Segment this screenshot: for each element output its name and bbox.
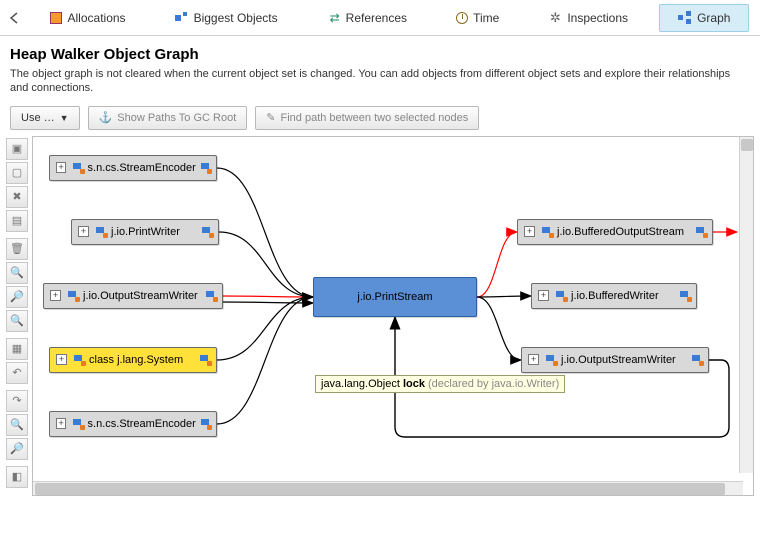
tab-biggest-objects[interactable]: Biggest Objects	[157, 4, 296, 32]
palette-tool-12[interactable]: 🔎	[6, 438, 28, 460]
page-description: The object graph is not cleared when the…	[10, 67, 750, 96]
object-icon	[546, 355, 556, 365]
node-label: j.io.PrintStream	[320, 291, 470, 303]
caret-down-icon: ▼	[60, 113, 69, 123]
tab-inspections[interactable]: ✲ Inspections	[530, 4, 646, 32]
use-dropdown-button[interactable]: Use … ▼	[10, 106, 80, 130]
tooltip-declared-by: (declared by java.io.Writer)	[425, 378, 559, 390]
tab-label: Biggest Objects	[194, 11, 278, 25]
work-area: ▣▢✖▤🗑🔍🔎🔍▦↶↷🔍🔎◧ +s.n.cs.StreamEncoder+j.i…	[6, 136, 754, 496]
tool-palette: ▣▢✖▤🗑🔍🔎🔍▦↶↷🔍🔎◧	[6, 136, 32, 496]
graph-node[interactable]: + j.io.BufferedWriter	[531, 283, 697, 309]
ic-ref-icon: ⇄	[327, 11, 341, 25]
object-icon	[542, 227, 552, 237]
horizontal-scrollbar[interactable]	[33, 481, 743, 495]
palette-tool-1[interactable]: ▢	[6, 162, 28, 184]
object-icon	[696, 227, 706, 237]
object-icon	[73, 419, 82, 429]
node-label: j.io.OutputStreamWriter	[83, 290, 201, 302]
graph-node[interactable]: + j.io.PrintWriter	[71, 219, 219, 245]
page-title: Heap Walker Object Graph	[10, 46, 750, 63]
gc-root-button[interactable]: ⚓ Show Paths To GC Root	[88, 106, 248, 130]
graph-node[interactable]: + s.n.cs.StreamEncoder	[49, 411, 217, 437]
tooltip-type: java.lang.Object	[321, 378, 403, 390]
palette-tool-4[interactable]: 🗑	[6, 238, 28, 260]
expand-icon[interactable]: +	[56, 418, 66, 429]
palette-tool-5[interactable]: 🔍	[6, 262, 28, 284]
graph-canvas[interactable]: + s.n.cs.StreamEncoder + j.io.PrintWriter + j…	[33, 137, 751, 473]
palette-tool-6[interactable]: 🔎	[6, 286, 28, 308]
object-icon	[201, 163, 210, 173]
palette-tool-3[interactable]: ▤	[6, 210, 28, 232]
field-tooltip: java.lang.Object lock (declared by java.…	[315, 375, 565, 393]
graph-node[interactable]: + s.n.cs.StreamEncoder	[49, 155, 217, 181]
expand-icon[interactable]: +	[524, 226, 535, 237]
palette-tool-7[interactable]: 🔍	[6, 310, 28, 332]
expand-icon[interactable]: +	[78, 226, 89, 237]
node-label: j.io.BufferedWriter	[571, 290, 675, 302]
object-icon	[692, 355, 702, 365]
object-icon	[74, 355, 84, 365]
vertical-scrollbar[interactable]	[739, 137, 753, 473]
tab-label: Allocations	[68, 11, 126, 25]
expand-icon[interactable]: +	[528, 354, 539, 365]
palette-tool-2[interactable]: ✖	[6, 186, 28, 208]
object-icon	[96, 227, 106, 237]
ic-big-icon	[175, 11, 189, 25]
pencil-icon: ✎	[266, 111, 275, 124]
graph-node[interactable]: + j.io.OutputStreamWriter	[521, 347, 709, 373]
node-label: j.io.PrintWriter	[111, 226, 197, 238]
object-icon	[680, 291, 690, 301]
object-icon	[73, 163, 82, 173]
graph-node[interactable]: j.io.PrintStream	[313, 277, 477, 317]
graph-node[interactable]: + j.io.OutputStreamWriter	[43, 283, 223, 309]
palette-tool-9[interactable]: ↶	[6, 362, 28, 384]
find-path-label: Find path between two selected nodes	[281, 112, 469, 124]
tab-label: Time	[473, 11, 499, 25]
object-icon	[202, 227, 212, 237]
object-icon	[200, 355, 210, 365]
use-dropdown-label: Use …	[21, 112, 55, 124]
object-icon	[556, 291, 566, 301]
node-label: j.io.BufferedOutputStream	[557, 226, 691, 238]
tab-label: Graph	[697, 11, 730, 25]
node-label: j.io.OutputStreamWriter	[561, 354, 687, 366]
tab-allocations[interactable]: Allocations	[31, 4, 144, 32]
expand-icon[interactable]: +	[56, 162, 66, 173]
tooltip-field: lock	[403, 378, 425, 390]
ic-time-icon	[456, 12, 468, 24]
ic-insp-icon: ✲	[548, 11, 562, 25]
tab-time[interactable]: Time	[438, 4, 517, 32]
palette-tool-10[interactable]: ↷	[6, 390, 28, 412]
palette-tool-11[interactable]: 🔍	[6, 414, 28, 436]
back-button[interactable]	[4, 4, 24, 32]
canvas-container: + s.n.cs.StreamEncoder + j.io.PrintWriter + j…	[32, 136, 754, 496]
expand-icon[interactable]: +	[50, 290, 61, 301]
node-label: s.n.cs.StreamEncoder	[88, 162, 196, 174]
graph-node[interactable]: + j.io.BufferedOutputStream	[517, 219, 713, 245]
find-path-button[interactable]: ✎ Find path between two selected nodes	[255, 106, 479, 130]
expand-icon[interactable]: +	[56, 354, 67, 365]
tab-graph[interactable]: Graph	[659, 4, 749, 32]
palette-tool-13[interactable]: ◧	[6, 466, 28, 488]
palette-tool-8[interactable]: ▦	[6, 338, 28, 360]
view-tabbar: Allocations Biggest Objects ⇄ References Tim…	[0, 0, 760, 36]
node-label: class j.lang.System	[89, 354, 195, 366]
anchor-icon: ⚓	[99, 111, 113, 124]
object-icon	[206, 291, 216, 301]
tab-label: References	[346, 11, 407, 25]
ic-alloc-icon	[49, 11, 63, 25]
graph-toolbar: Use … ▼ ⚓ Show Paths To GC Root ✎ Find p…	[0, 104, 760, 136]
gc-root-label: Show Paths To GC Root	[117, 112, 236, 124]
object-icon	[201, 419, 210, 429]
tab-label: Inspections	[567, 11, 628, 25]
node-label: s.n.cs.StreamEncoder	[88, 418, 196, 430]
palette-tool-0[interactable]: ▣	[6, 138, 28, 160]
tab-references[interactable]: ⇄ References	[309, 4, 425, 32]
expand-icon[interactable]: +	[538, 290, 549, 301]
ic-graph-icon	[678, 11, 692, 25]
object-icon	[68, 291, 78, 301]
graph-node[interactable]: + class j.lang.System	[49, 347, 217, 373]
